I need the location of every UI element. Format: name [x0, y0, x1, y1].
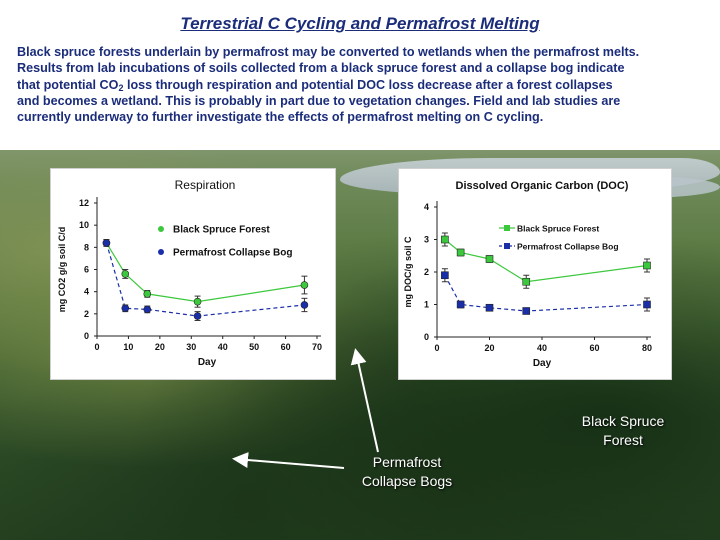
series-1 [102, 239, 309, 321]
x-tick-label: 60 [589, 343, 599, 353]
y-tick-label: 0 [424, 332, 429, 342]
paragraph-text: that potential CO [17, 77, 119, 92]
arrow-to-chart [350, 348, 379, 453]
x-tick-label: 0 [94, 342, 99, 352]
data-point [522, 277, 531, 286]
paragraph-line: and becomes a wetland. This is probably … [17, 93, 621, 108]
collapse-bogs-label: Permafrost Collapse Bogs [340, 453, 474, 491]
legend-label: Black Spruce Forest [173, 225, 270, 236]
data-point [143, 305, 152, 314]
data-point [121, 304, 130, 313]
y-axis-label: mg DOC/g soil C [403, 236, 413, 308]
series-0 [441, 232, 651, 289]
label-line: Collapse Bogs [361, 473, 453, 489]
y-tick-label: 12 [79, 198, 89, 208]
x-tick-label: 60 [281, 342, 291, 352]
x-tick-label: 50 [249, 342, 259, 352]
arrow-to-bog [232, 452, 345, 469]
y-tick-label: 8 [84, 242, 89, 252]
legend-marker [158, 249, 164, 255]
x-tick-label: 40 [218, 342, 228, 352]
description-paragraph: Black spruce forests underlain by permaf… [17, 44, 707, 125]
y-tick-label: 10 [79, 220, 89, 230]
data-point [193, 297, 202, 306]
data-point [441, 271, 449, 280]
y-tick-label: 1 [424, 300, 429, 310]
x-tick-label: 80 [642, 343, 652, 353]
x-tick-label: 40 [537, 343, 547, 353]
paragraph-line: that potential CO2 loss through respirat… [17, 77, 707, 93]
data-point [485, 303, 494, 312]
data-point [643, 300, 651, 309]
series-line [105, 242, 305, 317]
y-tick-label: 2 [424, 267, 429, 277]
legend-label: Black Spruce Forest [517, 224, 599, 234]
data-point [456, 300, 465, 309]
y-tick-label: 0 [84, 331, 89, 341]
x-axis-label: Day [533, 358, 552, 369]
data-point [143, 290, 152, 298]
data-point [522, 307, 531, 315]
y-axis-label: mg CO2 g/g soil C/d [57, 227, 67, 313]
black-spruce-forest-label: Black Spruce Forest [560, 412, 686, 450]
x-tick-label: 70 [312, 342, 322, 352]
legend-label: Permafrost Collapse Bog [517, 242, 619, 252]
legend-label: Permafrost Collapse Bog [173, 248, 292, 259]
x-tick-label: 20 [155, 342, 165, 352]
header-band [0, 0, 720, 150]
respiration-chart-svg: Respiration 0 2 4 6 8 10 12 0 10 20 30 40 50 60 70 Day mg… [57, 178, 322, 368]
paragraph-line: Black spruce forests underlain by permaf… [17, 45, 640, 59]
y-tick-label: 6 [84, 265, 89, 275]
data-point [300, 281, 309, 289]
data-point [121, 270, 130, 278]
x-tick-label: 0 [434, 343, 439, 353]
label-line: Forest [603, 432, 643, 448]
x-tick-label: 30 [186, 342, 196, 352]
data-point [102, 239, 111, 247]
y-tick-label: 2 [84, 309, 89, 319]
label-line: Permafrost [372, 454, 442, 470]
label-line: Black Spruce [581, 413, 665, 429]
data-point [300, 301, 309, 309]
chart-title: Dissolved Organic Carbon (DOC) [456, 180, 629, 192]
data-point [456, 248, 465, 257]
series-1 [441, 268, 651, 315]
slide-title: Terrestrial C Cycling and Permafrost Mel… [180, 14, 540, 33]
subscript-2: 2 [118, 82, 124, 93]
x-tick-label: 20 [484, 343, 494, 353]
chart-title: Respiration [175, 178, 236, 192]
data-point [643, 261, 651, 270]
doc-chart: Dissolved Organic Carbon (DOC) 0 1 2 3 4 0 20 40… [398, 168, 672, 380]
paragraph-line: Results from lab incubations of soils co… [17, 61, 625, 76]
y-tick-label: 4 [84, 287, 89, 297]
respiration-chart: Respiration 0 2 4 6 8 10 12 0 10 20 30 40 50 60 70 Day mg… [50, 168, 336, 380]
y-tick-label: 4 [424, 202, 429, 212]
series-line [444, 274, 648, 312]
data-point [485, 255, 494, 263]
data-point [193, 312, 202, 320]
y-tick-label: 3 [424, 235, 429, 245]
x-tick-label: 10 [123, 342, 133, 352]
x-axis-label: Day [198, 357, 217, 368]
data-point [441, 235, 449, 244]
paragraph-line: currently underway to further investigat… [17, 110, 544, 125]
legend-marker [158, 226, 164, 232]
paragraph-text: loss through respiration and potential D… [123, 77, 613, 92]
